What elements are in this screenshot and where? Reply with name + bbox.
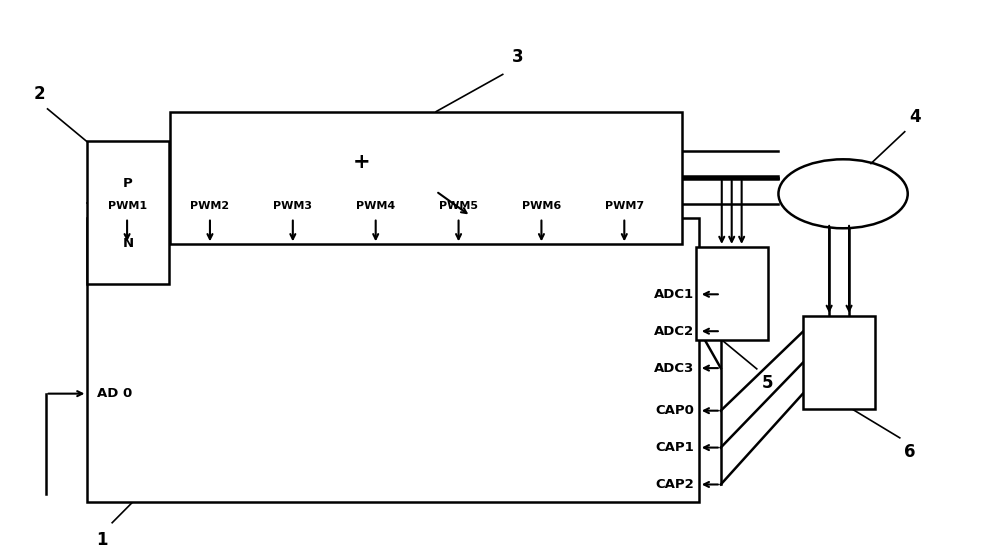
Bar (87, 217, 699, 502)
Text: 5: 5 (762, 374, 773, 392)
Text: 3: 3 (512, 49, 524, 66)
Bar (696, 247, 768, 339)
Text: PWM1: PWM1 (108, 201, 147, 211)
Text: 1: 1 (96, 530, 108, 549)
Text: CAP0: CAP0 (655, 404, 694, 417)
Text: PWM6: PWM6 (522, 201, 561, 211)
Bar (803, 316, 875, 408)
Text: 2: 2 (34, 84, 45, 103)
Text: 6: 6 (904, 443, 915, 461)
Text: PWM4: PWM4 (356, 201, 395, 211)
Text: N: N (123, 237, 134, 251)
Text: AD 0: AD 0 (97, 387, 132, 400)
Text: PWM2: PWM2 (190, 201, 230, 211)
Text: ADC1: ADC1 (654, 288, 694, 301)
Text: CAP1: CAP1 (655, 441, 694, 454)
Text: P: P (123, 177, 133, 190)
Text: +: + (352, 152, 370, 172)
Bar (170, 112, 682, 244)
Text: PWM7: PWM7 (605, 201, 644, 211)
Text: 4: 4 (909, 108, 920, 126)
Text: PWM3: PWM3 (273, 201, 312, 211)
Bar (87, 141, 169, 284)
Text: CAP2: CAP2 (655, 478, 694, 491)
Text: ADC3: ADC3 (654, 362, 694, 375)
Text: PWM5: PWM5 (439, 201, 478, 211)
Text: ADC2: ADC2 (654, 325, 694, 338)
